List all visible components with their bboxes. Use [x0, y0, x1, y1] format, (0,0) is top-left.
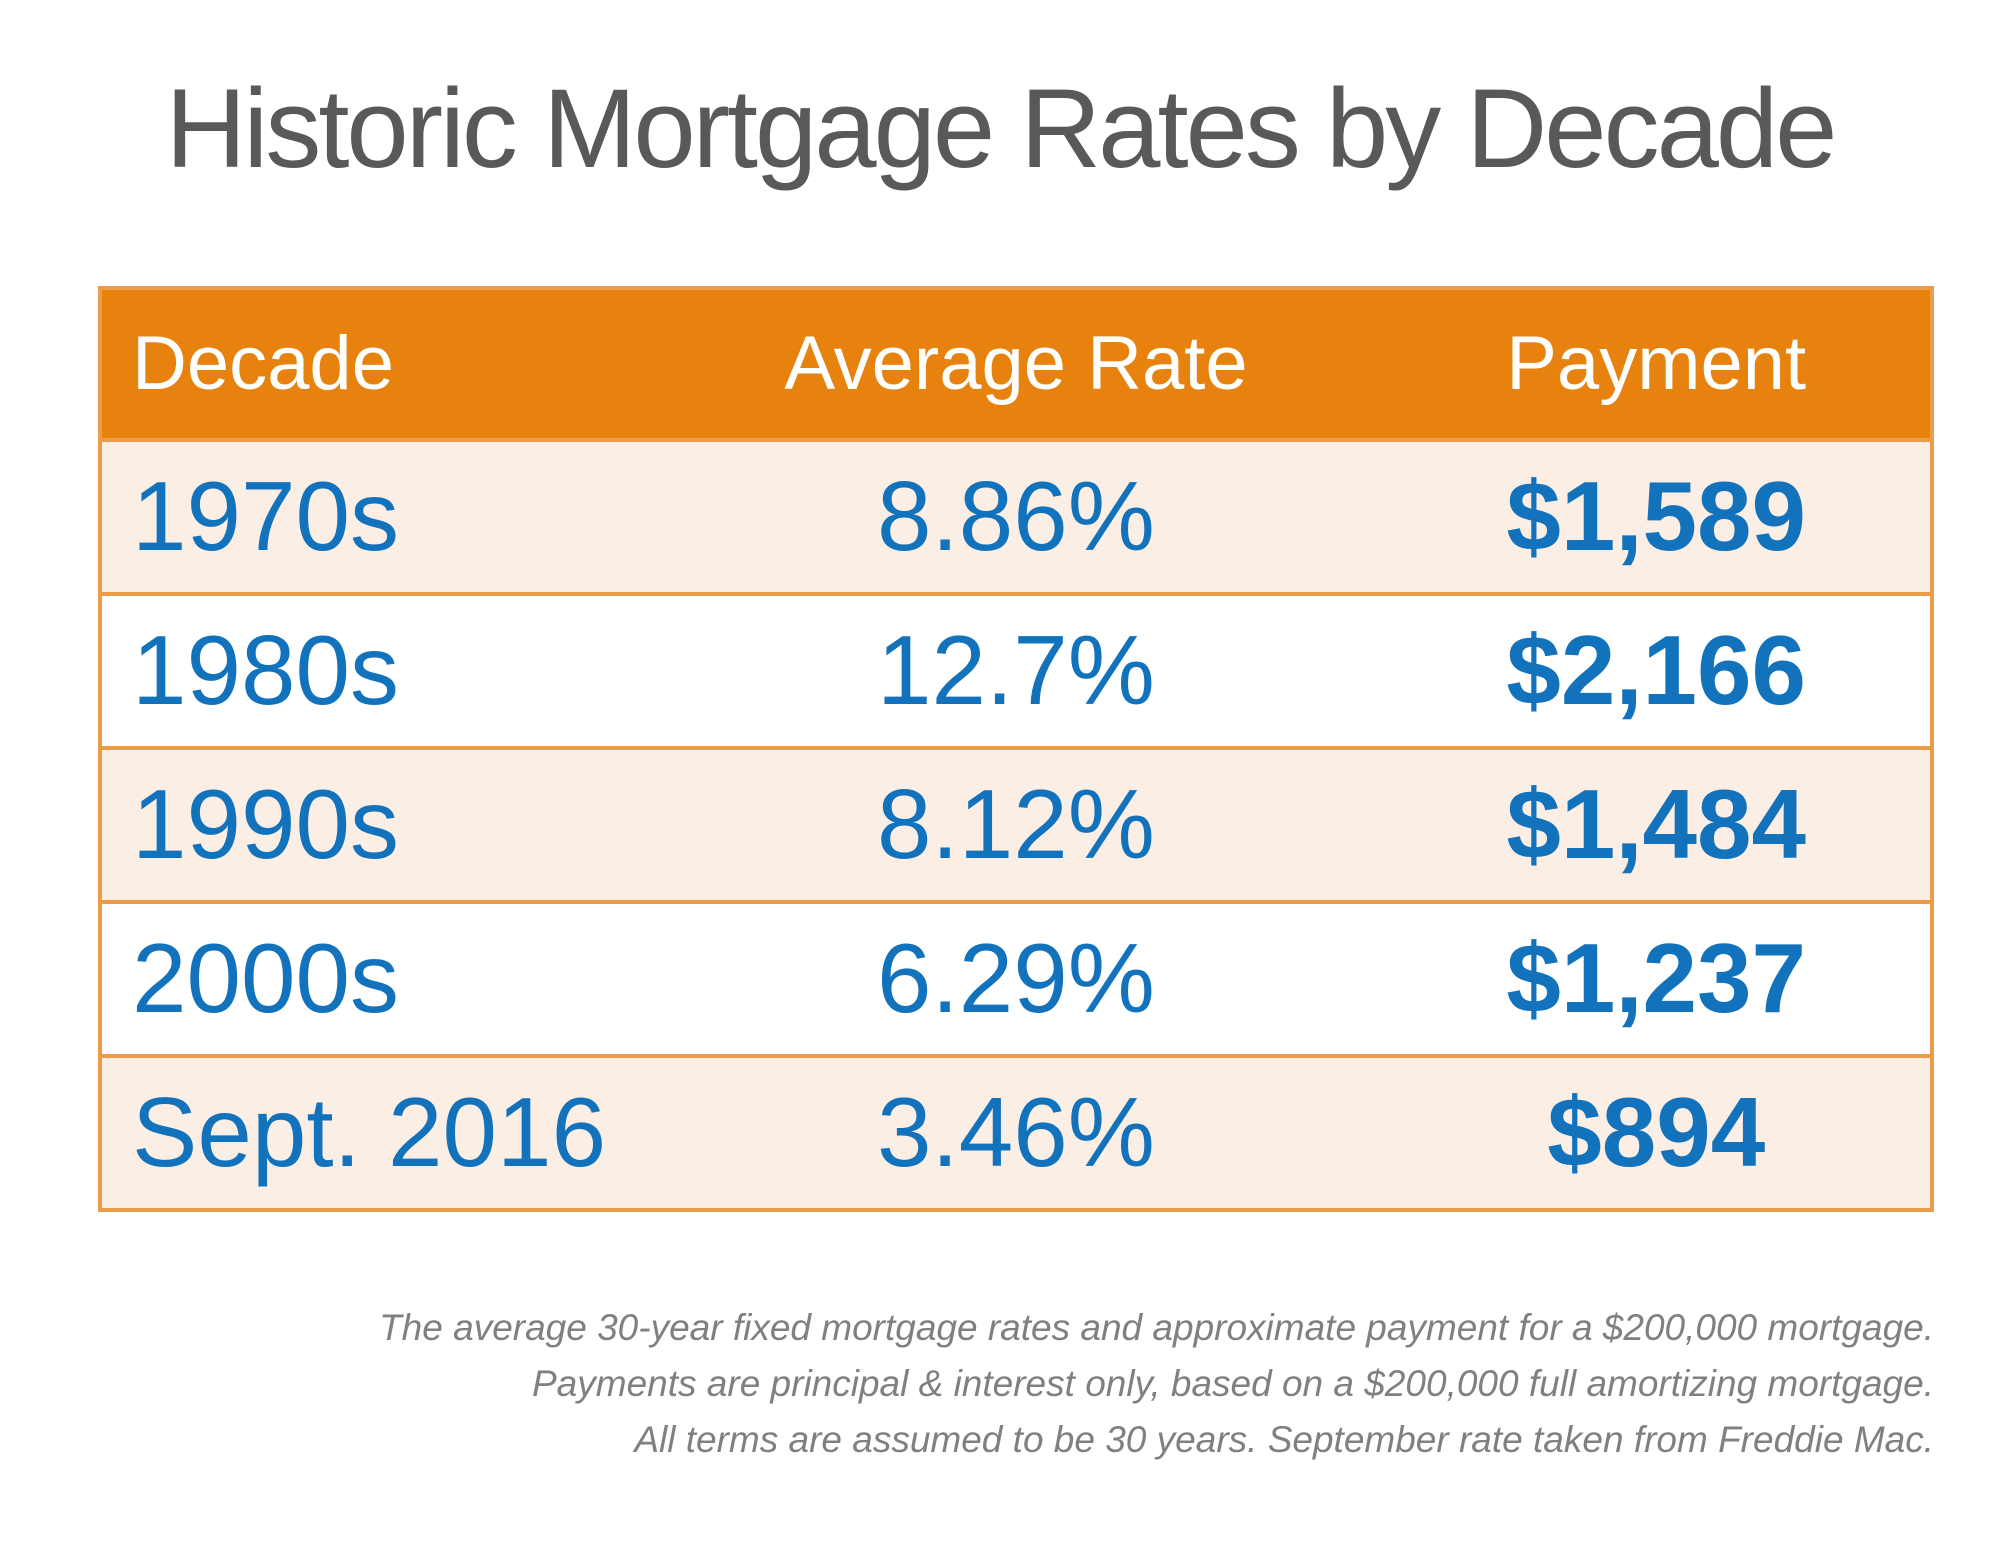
header-row: Decade Average Rate Payment — [100, 287, 1932, 440]
decade-cell: 1970s — [100, 437, 650, 594]
payment-cell: $1,237 — [1382, 899, 1932, 1056]
rate-cell: 6.29% — [649, 899, 1383, 1056]
payment-cell: $1,484 — [1382, 745, 1932, 902]
column-header-decade: Decade — [100, 287, 650, 440]
column-header-average-rate: Average Rate — [649, 287, 1383, 440]
table-row: 1980s 12.7% $2,166 — [100, 591, 1932, 748]
table-row: Sept. 2016 3.46% $894 — [100, 1053, 1932, 1210]
table-row: 1990s 8.12% $1,484 — [100, 745, 1932, 902]
rate-cell: 3.46% — [649, 1053, 1383, 1210]
payment-cell: $894 — [1382, 1053, 1932, 1210]
rate-cell: 8.86% — [649, 437, 1383, 594]
decade-cell: 1980s — [100, 591, 650, 748]
footnote-line: Payments are principal & interest only, … — [532, 1362, 1934, 1404]
rate-cell: 12.7% — [649, 591, 1383, 748]
decade-cell: 1990s — [100, 745, 650, 902]
footnote-line: The average 30-year fixed mortgage rates… — [379, 1306, 1934, 1348]
table-row: 1970s 8.86% $1,589 — [100, 437, 1932, 594]
decade-cell: Sept. 2016 — [100, 1053, 650, 1210]
column-header-payment: Payment — [1382, 287, 1932, 440]
rate-cell: 8.12% — [649, 745, 1383, 902]
table-row: 2000s 6.29% $1,237 — [100, 899, 1932, 1056]
payment-cell: $2,166 — [1382, 591, 1932, 748]
payment-cell: $1,589 — [1382, 437, 1932, 594]
footnote: The average 30-year fixed mortgage rates… — [98, 1300, 1934, 1468]
footnote-line: All terms are assumed to be 30 years. Se… — [634, 1418, 1934, 1460]
decade-cell: 2000s — [100, 899, 650, 1056]
page-title: Historic Mortgage Rates by Decade — [165, 66, 1838, 191]
mortgage-rates-table: Decade Average Rate Payment 1970s 8.86% … — [98, 285, 1934, 1212]
